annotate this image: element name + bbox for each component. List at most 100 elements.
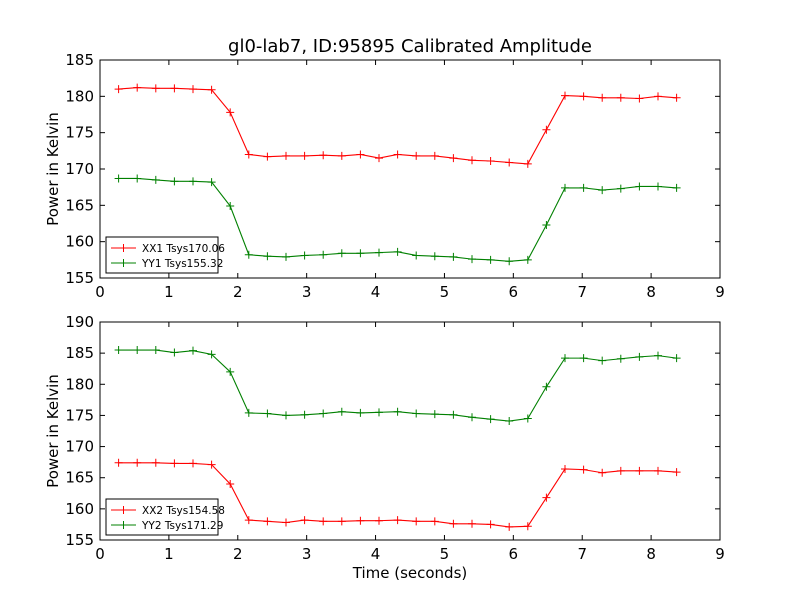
data-point xyxy=(114,346,123,355)
data-point xyxy=(635,94,644,103)
data-point xyxy=(542,220,551,229)
data-point xyxy=(598,93,607,102)
data-point xyxy=(654,182,662,191)
data-point xyxy=(449,410,458,419)
data-point xyxy=(114,85,123,94)
data-point xyxy=(505,417,514,426)
data-point xyxy=(468,156,476,165)
data-point xyxy=(300,151,309,160)
data-point xyxy=(412,151,421,160)
data-point xyxy=(337,517,346,526)
x-tick-label: 8 xyxy=(646,283,656,301)
data-point xyxy=(189,177,197,186)
data-point xyxy=(263,252,272,261)
legend-marker xyxy=(119,259,128,267)
data-point xyxy=(151,84,160,93)
data-point xyxy=(579,354,588,363)
data-point xyxy=(616,93,625,102)
plot-frame-bottom xyxy=(99,321,721,541)
data-point xyxy=(579,465,588,474)
data-point xyxy=(356,516,365,525)
data-point xyxy=(226,202,235,211)
y-tick-label: 175 xyxy=(65,124,94,142)
data-point xyxy=(337,151,346,160)
data-point xyxy=(300,410,309,419)
legend-box xyxy=(105,498,219,536)
data-point xyxy=(542,125,551,134)
x-tick-label: 5 xyxy=(440,283,450,301)
x-tick-label: 0 xyxy=(95,283,105,301)
data-point xyxy=(542,493,551,502)
data-point xyxy=(523,255,532,264)
legend-label: YY2 Tsys171.29 xyxy=(141,520,223,532)
x-tick-label: 6 xyxy=(509,283,519,301)
data-point xyxy=(356,249,365,258)
data-point xyxy=(207,85,216,94)
data-point xyxy=(170,348,179,357)
data-point xyxy=(263,152,272,161)
data-point xyxy=(319,250,328,259)
data-point xyxy=(170,177,179,186)
data-point xyxy=(244,250,253,259)
data-point xyxy=(598,468,607,477)
data-point xyxy=(505,257,514,266)
data-point xyxy=(393,247,402,256)
figure-title: gl0-lab7, ID:95895 Calibrated Amplitude xyxy=(228,36,592,57)
axis-ticks-top: 0 1 2 3 4 5 6 7 8 9 155 160 165 170 175 180 185 xyxy=(65,51,724,301)
y-tick-label: 160 xyxy=(65,233,94,251)
data-point xyxy=(430,252,439,261)
x-tick-label: 1 xyxy=(164,545,174,563)
data-point xyxy=(226,367,235,376)
data-point xyxy=(170,84,179,93)
legend-marker xyxy=(119,521,128,529)
data-point xyxy=(282,151,290,160)
legend-label: XX2 Tsys154.58 xyxy=(142,505,225,517)
data-point xyxy=(412,409,421,418)
data-point xyxy=(300,251,309,260)
data-point xyxy=(449,519,458,528)
y-axis-label-bottom: Power in Kelvin xyxy=(44,374,62,488)
data-point xyxy=(282,518,290,527)
data-point xyxy=(430,410,439,419)
data-point xyxy=(319,517,328,526)
data-point xyxy=(337,407,346,416)
data-point xyxy=(244,516,253,525)
data-point xyxy=(654,351,662,360)
data-point xyxy=(356,408,365,417)
data-point xyxy=(468,519,476,528)
data-point xyxy=(468,413,476,422)
data-point xyxy=(375,248,383,257)
data-point xyxy=(616,466,625,475)
data-point xyxy=(616,184,625,193)
data-point xyxy=(151,346,160,355)
data-point xyxy=(561,354,569,363)
x-tick-label: 2 xyxy=(233,283,243,301)
data-point xyxy=(226,479,235,488)
y-tick-label: 165 xyxy=(65,469,94,487)
legend-marker xyxy=(119,506,128,514)
data-point xyxy=(393,516,402,525)
data-point xyxy=(523,522,532,531)
data-point xyxy=(486,415,495,424)
data-point xyxy=(412,251,421,260)
y-tick-label: 170 xyxy=(65,160,94,178)
data-point xyxy=(654,466,662,475)
data-point xyxy=(189,459,197,468)
data-point xyxy=(561,91,569,100)
legend-top: XX1 Tsys170.06 YY1 Tsys155.32 xyxy=(105,236,225,274)
data-point xyxy=(486,255,495,264)
axis-ticks-bottom: 0 1 2 3 4 5 6 7 8 9 155 160 165 170 175 180 185 190 xyxy=(65,313,724,563)
legend-box xyxy=(105,236,219,274)
y-tick-label: 185 xyxy=(65,51,94,69)
legend-label: YY1 Tsys155.32 xyxy=(141,258,223,270)
data-point xyxy=(672,93,681,102)
data-point xyxy=(672,183,681,192)
data-point xyxy=(114,174,123,183)
data-point xyxy=(375,154,383,163)
data-point xyxy=(449,154,458,163)
subplot-top: 0 1 2 3 4 5 6 7 8 9 155 160 165 170 175 180 185 Power in… xyxy=(44,51,725,301)
data-point xyxy=(170,459,179,468)
data-point xyxy=(282,411,290,420)
legend-marker xyxy=(119,244,128,252)
data-point xyxy=(189,346,197,355)
